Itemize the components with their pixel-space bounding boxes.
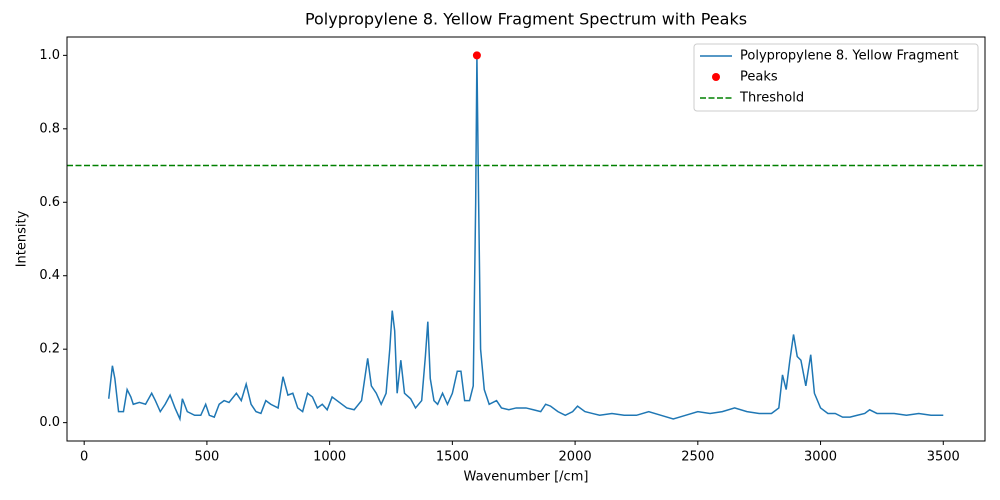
x-tick-label: 1500 [436,450,469,465]
legend-label: Peaks [740,70,778,85]
legend-box [693,43,979,112]
plot-frame [66,36,986,442]
legend-label: Polypropylene 8. Yellow Fragment [740,49,959,64]
x-axis-label: Wavenumber [/cm] [464,470,589,485]
y-tick-label: 0.6 [39,195,60,210]
x-tick-label: 0 [80,450,88,465]
x-tick-label: 3000 [804,450,837,465]
x-tick-label: 1000 [313,450,346,465]
chart-title: Polypropylene 8. Yellow Fragment Spectru… [305,10,747,29]
x-tick-label: 2000 [559,450,592,465]
spectrum-line [107,55,944,422]
y-tick-label: 0.0 [39,415,60,430]
legend-marker [712,73,720,81]
x-tick-label: 500 [194,450,219,465]
y-tick-label: 0.8 [39,121,60,136]
y-tick-label: 0.4 [39,268,60,283]
x-tick-label: 2500 [681,450,714,465]
y-tick-label: 1.0 [39,48,60,63]
peak-marker [472,51,481,60]
y-tick-label: 0.2 [39,342,60,357]
legend-label: Threshold [739,91,804,106]
y-axis-label: Intensity [15,210,30,267]
x-tick-label: 3500 [927,450,960,465]
